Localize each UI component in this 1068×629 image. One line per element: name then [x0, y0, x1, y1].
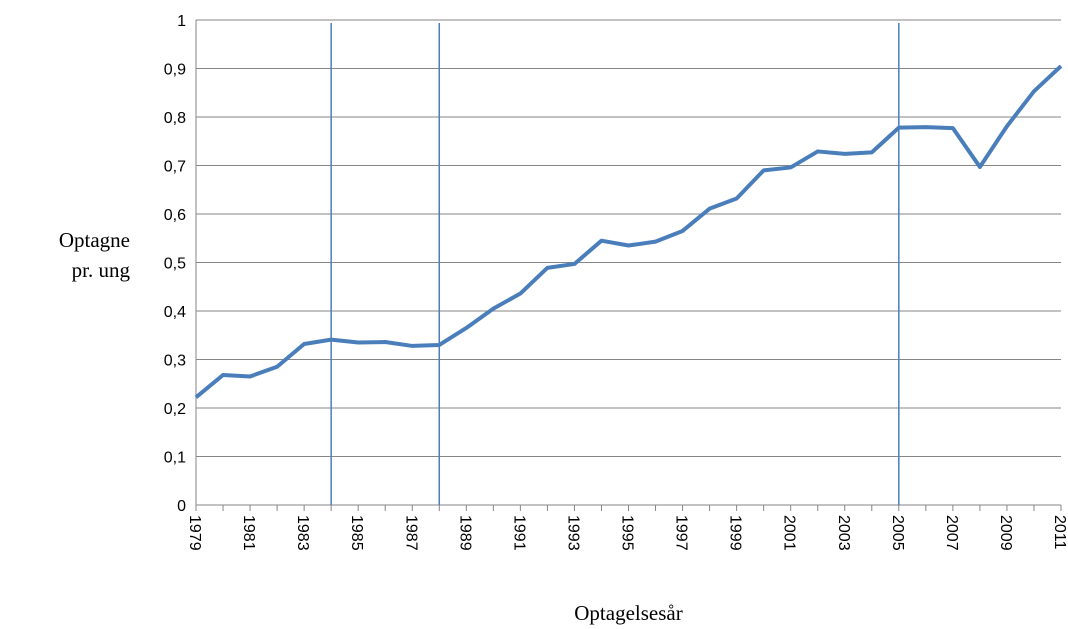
x-tick-label: 1997 — [673, 515, 690, 551]
y-tick-label: 0,4 — [164, 304, 186, 321]
x-tick-label: 2005 — [889, 515, 906, 551]
y-tick-label: 0,7 — [164, 159, 186, 176]
y-tick-label: 0 — [177, 498, 186, 515]
x-tick-label: 1979 — [186, 515, 203, 551]
x-tick-label: 2001 — [781, 515, 798, 551]
data-line — [194, 64, 1063, 399]
x-tick-label: 1985 — [348, 515, 365, 551]
y-tick-label: 0,5 — [164, 256, 186, 273]
x-tick-label: 2003 — [835, 515, 852, 551]
x-tick-label: 1981 — [240, 515, 257, 551]
x-tick-label: 2007 — [943, 515, 960, 551]
x-tick-label: 1991 — [510, 515, 527, 551]
x-tick-label: 1999 — [727, 515, 744, 551]
x-tick-label: 2011 — [1051, 515, 1068, 550]
y-axis-title: Optagne — [59, 228, 130, 252]
x-tick-label: 1989 — [456, 515, 473, 551]
x-tick-label: 2009 — [997, 515, 1014, 551]
y-tick-label: 0,2 — [164, 401, 186, 418]
y-tick-label: 0,3 — [164, 353, 186, 370]
x-tick-label: 1995 — [619, 515, 636, 551]
y-tick-label: 0,8 — [164, 110, 186, 127]
y-tick-label: 1 — [177, 13, 186, 30]
x-tick-label: 1993 — [564, 515, 581, 551]
y-tick-label: 0,1 — [164, 450, 186, 467]
x-tick-label: 1983 — [294, 515, 311, 551]
y-axis-title: pr. ung — [72, 258, 131, 282]
y-tick-label: 0,6 — [164, 207, 186, 224]
y-tick-label: 0,9 — [164, 62, 186, 79]
x-tick-label: 1987 — [402, 515, 419, 551]
x-axis-title: Optagelsesår — [574, 601, 682, 625]
